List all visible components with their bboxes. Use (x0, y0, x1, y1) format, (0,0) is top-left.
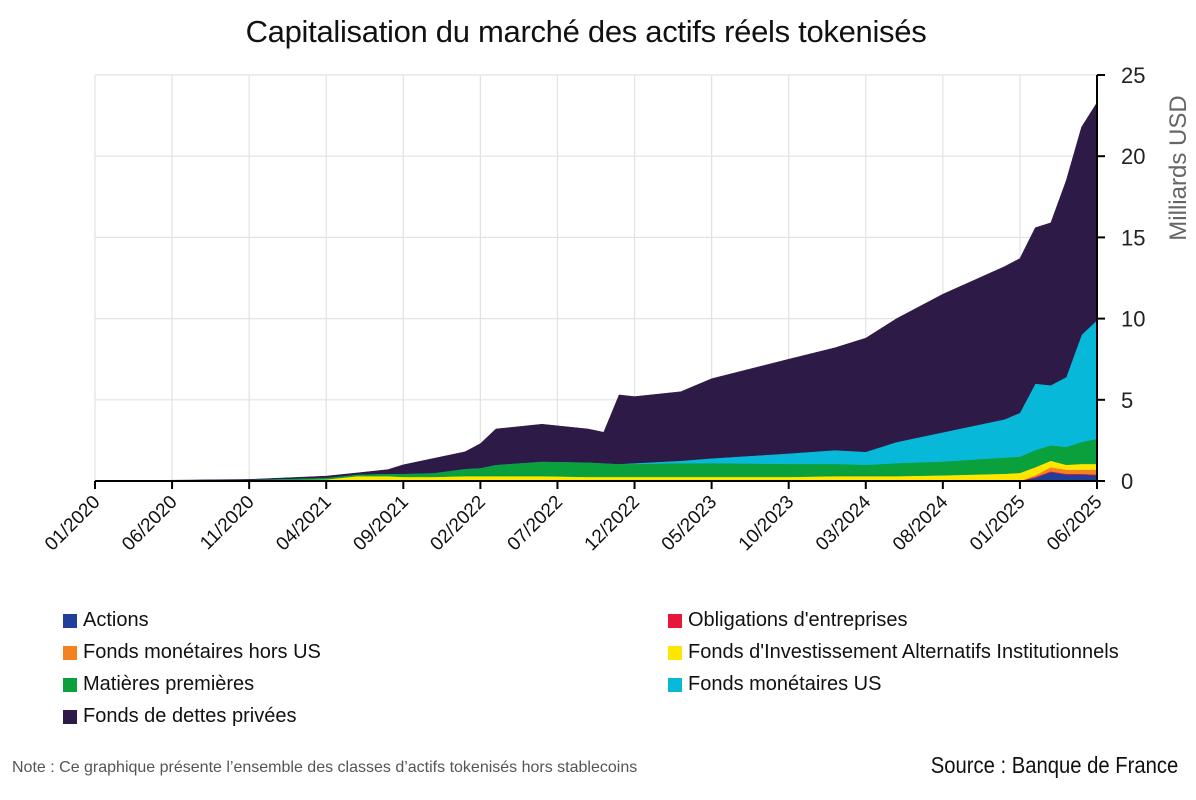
y-tick-label: 15 (1121, 225, 1145, 250)
legend-item: Actions (63, 609, 149, 632)
x-tick-label: 07/2022 (504, 492, 567, 555)
y-tick-label: 5 (1121, 388, 1133, 413)
x-tick-label: 05/2023 (658, 492, 721, 555)
legend-label: Obligations d'entreprises (688, 609, 908, 631)
y-axis-label: Milliards USD (1165, 95, 1192, 240)
legend-swatch (668, 677, 682, 692)
x-tick-label: 02/2022 (427, 492, 490, 555)
x-tick-label: 10/2023 (735, 492, 798, 555)
legend-item: Fonds monétaires hors US (63, 641, 321, 664)
legend-item: Obligations d'entreprises (668, 609, 908, 632)
y-tick-label: 20 (1121, 144, 1145, 169)
legend-item: Matières premières (63, 673, 254, 696)
legend-swatch (63, 677, 77, 692)
legend-label: Actions (83, 609, 149, 631)
legend-swatch (63, 645, 77, 660)
legend-label: Fonds de dettes privées (83, 705, 297, 727)
x-tick-label: 11/2020 (196, 492, 258, 554)
y-tick-label: 25 (1121, 63, 1145, 88)
y-tick-label: 0 (1121, 469, 1133, 494)
x-tick-label: 08/2024 (889, 491, 953, 555)
x-tick-label: 03/2024 (812, 491, 876, 555)
x-tick-label: 06/2020 (118, 492, 181, 555)
legend-label: Fonds monétaires US (688, 673, 882, 695)
legend-item: Fonds d'Investissement Alternatifs Insti… (668, 641, 1119, 664)
x-tick-label: 04/2021 (272, 492, 335, 555)
y-tick-label: 10 (1121, 307, 1145, 332)
x-tick-label: 06/2025 (1043, 492, 1106, 555)
chart-source: Source : Banque de France (930, 752, 1178, 778)
legend-swatch (668, 645, 682, 660)
x-tick-label: 12/2022 (581, 492, 644, 555)
x-tick-label: 01/2020 (41, 492, 104, 555)
chart-title: Capitalisation du marché des actifs réel… (245, 14, 927, 49)
legend-swatch (63, 709, 77, 724)
legend-label: Matières premières (83, 673, 255, 695)
x-tick-label: 09/2021 (349, 492, 412, 555)
legend-item: Fonds de dettes privées (63, 705, 296, 728)
area-fonds-de-dettes-priv-es (94, 101, 1098, 482)
x-tick-label: 01/2025 (966, 492, 1029, 555)
chart-note: Note : Ce graphique présente l’ensemble … (12, 759, 638, 776)
legend-item: Fonds monétaires US (668, 673, 881, 696)
legend-label: Fonds d'Investissement Alternatifs Insti… (688, 641, 1119, 663)
legend-swatch (63, 613, 77, 628)
legend-label: Fonds monétaires hors US (83, 641, 321, 663)
legend-swatch (668, 613, 682, 628)
